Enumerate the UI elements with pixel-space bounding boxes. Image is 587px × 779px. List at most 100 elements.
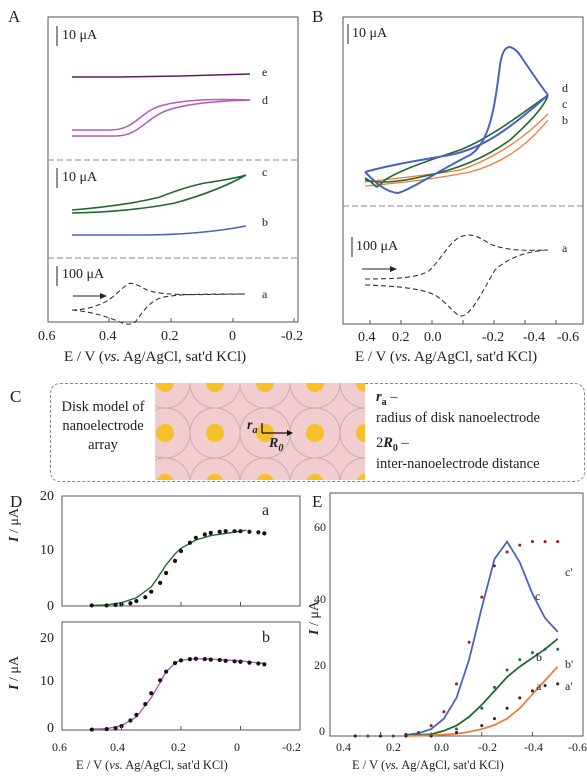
curve-label-a-b: b xyxy=(262,215,268,229)
d-bottom-ytick-0: 20 xyxy=(40,631,54,646)
panel-a-frame xyxy=(47,16,299,323)
a-xtick-1: 0.4 xyxy=(99,329,117,344)
curve-label-b-d: d xyxy=(562,81,568,95)
point-D-b-b-12 xyxy=(187,657,193,662)
point-D-b-b-15 xyxy=(208,657,213,662)
series-E-c-line xyxy=(405,539,559,736)
point-E-b'-11 xyxy=(556,647,560,651)
point-D-b-b-4 xyxy=(128,718,133,723)
point-E-a'-2 xyxy=(404,734,408,738)
point-D-a-a-4 xyxy=(128,601,133,606)
point-D-b-b-5 xyxy=(134,712,139,717)
e-xtick-3: -0.2 xyxy=(478,740,497,754)
nanoelectrode-disk-3 xyxy=(306,383,324,392)
a-axis-label: E / V (vs. Ag/AgCl, sat'd KCl) xyxy=(64,349,247,365)
a-xtick-0: 0.6 xyxy=(38,329,56,344)
d-bottom-curve-label: b xyxy=(262,629,270,646)
point-D-a-a-1 xyxy=(104,603,109,608)
nanoelectrode-disk-6 xyxy=(156,424,174,442)
e-label-b-prime: b' xyxy=(565,657,574,671)
d-top-ylabel: I / μA xyxy=(7,508,22,542)
curve-label-a-d: d xyxy=(262,93,268,107)
e-label-c-prime: c' xyxy=(565,565,573,579)
d-top-ytick-2: 0 xyxy=(47,599,54,614)
point-D-b-b-11 xyxy=(178,658,184,663)
a-xtick-3: 0 xyxy=(229,329,236,344)
point-E-a'-0 xyxy=(353,734,357,738)
nanoelectrode-disk-2 xyxy=(256,383,274,392)
nanoelectrode-disk-4 xyxy=(356,383,365,392)
point-E-c'-3 xyxy=(391,734,395,738)
point-E-a'-10 xyxy=(543,684,547,688)
nanoelectrode-disk-15 xyxy=(306,474,324,480)
point-E-c'-7 xyxy=(442,710,446,714)
nanoelectrode-disk-9 xyxy=(306,424,324,442)
b-xtick-2: 0.0 xyxy=(424,330,442,345)
e-xtick-4: -0.4 xyxy=(524,740,543,754)
point-D-a-a-15 xyxy=(208,530,213,535)
curve-label-b-c: c xyxy=(562,97,568,111)
ra-label: ra xyxy=(247,418,258,436)
e-axis-label: E / V (vs. Ag/AgCl, sat'd KCl) xyxy=(352,758,504,772)
point-D-a-a-17 xyxy=(223,529,228,534)
panel-b-xticks xyxy=(369,320,557,324)
d-xtick-0: 0.6 xyxy=(52,740,67,754)
point-D-b-b-18 xyxy=(232,659,237,664)
point-D-a-a-20 xyxy=(247,529,252,534)
nanoelectrode-disk-13 xyxy=(206,474,224,480)
point-E-a'-7 xyxy=(505,706,509,710)
point-E-a'-8 xyxy=(518,696,522,700)
a-xtick-2: 0.2 xyxy=(161,329,179,344)
point-D-a-a-14 xyxy=(202,532,207,537)
point-D-a-a-19 xyxy=(238,529,243,534)
nanoelectrode-disk-12 xyxy=(156,474,174,480)
point-E-c'-11 xyxy=(492,564,496,568)
curve-a-d-reverse xyxy=(72,99,251,137)
curve-b-b xyxy=(364,113,549,187)
e-label-c: c xyxy=(535,589,541,603)
point-D-a-a-2 xyxy=(113,602,118,608)
nanoelectrode-disk-0 xyxy=(156,383,174,392)
curve-b-a-cv xyxy=(364,234,549,317)
unit-cell-13 xyxy=(189,457,241,480)
d-bottom-ytick-1: 10 xyxy=(40,674,54,689)
e-xtick-1: 0.2 xyxy=(386,740,401,754)
curve-label-a-e: e xyxy=(262,65,268,79)
point-E-b'-6 xyxy=(492,685,496,689)
e-ytick-1: 40 xyxy=(314,592,326,606)
point-D-a-a-6 xyxy=(143,595,148,600)
curve-a-c-lower xyxy=(71,174,247,214)
point-D-b-b-6 xyxy=(143,701,148,707)
point-E-a'-11 xyxy=(556,682,560,686)
point-D-a-a-22 xyxy=(262,531,267,536)
point-E-c'-16 xyxy=(556,540,560,544)
point-E-c'-9 xyxy=(467,640,471,644)
point-D-b-b-2 xyxy=(113,726,118,731)
curve-label-a-a: a xyxy=(262,287,268,301)
point-D-b-b-10 xyxy=(172,660,178,666)
b-xtick-1: 0.2 xyxy=(392,330,410,345)
panel-a-scan-arrowhead xyxy=(100,293,107,299)
e-xtick-5: -0.6 xyxy=(568,740,587,754)
curve-label-a-c: c xyxy=(262,165,268,179)
r0-arrowhead xyxy=(287,430,293,436)
point-D-a-a-9 xyxy=(164,570,169,576)
point-D-a-a-8 xyxy=(158,580,163,586)
point-D-b-b-1 xyxy=(104,727,109,732)
e-label-a: a xyxy=(536,679,542,693)
e-xtick-2: 0.0 xyxy=(434,740,449,754)
point-D-b-b-17 xyxy=(223,658,228,663)
point-D-a-a-11 xyxy=(178,548,184,554)
panel-b-scan-arrowhead xyxy=(390,266,397,272)
point-D-a-a-18 xyxy=(232,529,237,534)
unit-cell-14 xyxy=(239,457,291,480)
curve-a-d-forward xyxy=(72,98,251,131)
point-D-a-a-7 xyxy=(149,589,154,594)
d-xtick-4: -0.2 xyxy=(282,740,301,754)
scale-b-bottom: 100 μA xyxy=(356,239,399,254)
d-top-ylabel: I / μA xyxy=(7,656,22,690)
point-D-a-a-13 xyxy=(193,535,198,540)
